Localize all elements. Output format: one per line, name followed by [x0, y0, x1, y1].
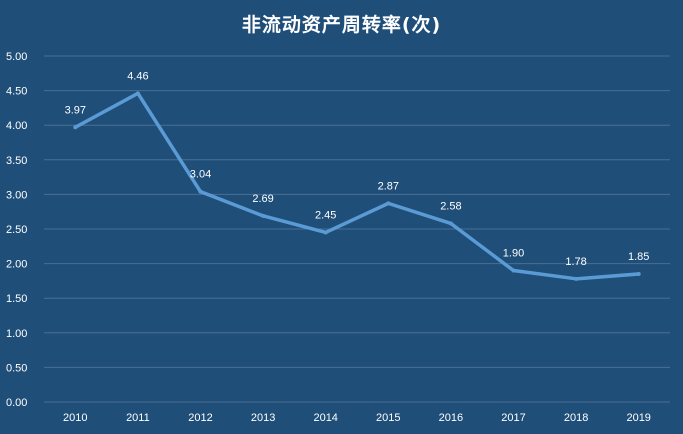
y-tick-label: 3.00	[6, 189, 27, 201]
data-label: 1.78	[565, 256, 586, 268]
y-tick-label: 4.50	[6, 86, 27, 98]
data-point	[448, 221, 453, 226]
data-point	[636, 271, 641, 276]
x-tick-label: 2018	[564, 412, 588, 424]
y-tick-label: 2.50	[6, 224, 27, 236]
data-point	[574, 276, 579, 281]
x-tick-label: 2017	[501, 412, 525, 424]
data-label: 2.69	[252, 193, 273, 205]
x-tick-label: 2019	[626, 412, 650, 424]
y-tick-label: 0.00	[6, 397, 27, 409]
data-label: 1.85	[628, 251, 649, 263]
data-label: 2.87	[378, 180, 399, 192]
chart-title: 非流动资产周转率(次)	[241, 14, 442, 36]
series-line	[73, 91, 641, 281]
data-point	[73, 125, 78, 130]
data-label: 3.04	[190, 169, 211, 181]
x-tick-label: 2016	[439, 412, 463, 424]
y-tick-label: 2.00	[6, 259, 27, 271]
x-tick-label: 2010	[63, 412, 87, 424]
data-point	[323, 230, 328, 235]
data-label: 2.58	[440, 200, 461, 212]
data-label: 2.45	[315, 209, 336, 221]
data-point	[386, 201, 391, 206]
data-point	[511, 268, 516, 273]
data-point	[198, 189, 203, 194]
data-point	[261, 213, 266, 218]
data-label: 4.46	[127, 70, 148, 82]
y-tick-label: 0.50	[6, 362, 27, 374]
data-label: 3.97	[65, 104, 86, 116]
data-label: 1.90	[503, 248, 524, 260]
y-tick-label: 4.00	[6, 120, 27, 132]
y-tick-label: 1.00	[6, 328, 27, 340]
y-tick-label: 3.50	[6, 155, 27, 167]
y-tick-label: 5.00	[6, 51, 27, 63]
x-tick-label: 2013	[251, 412, 275, 424]
x-tick-label: 2012	[188, 412, 212, 424]
x-tick-label: 2014	[313, 412, 337, 424]
x-tick-label: 2011	[126, 412, 150, 424]
x-tick-label: 2015	[376, 412, 400, 424]
data-point	[135, 91, 140, 96]
y-tick-label: 1.50	[6, 293, 27, 305]
